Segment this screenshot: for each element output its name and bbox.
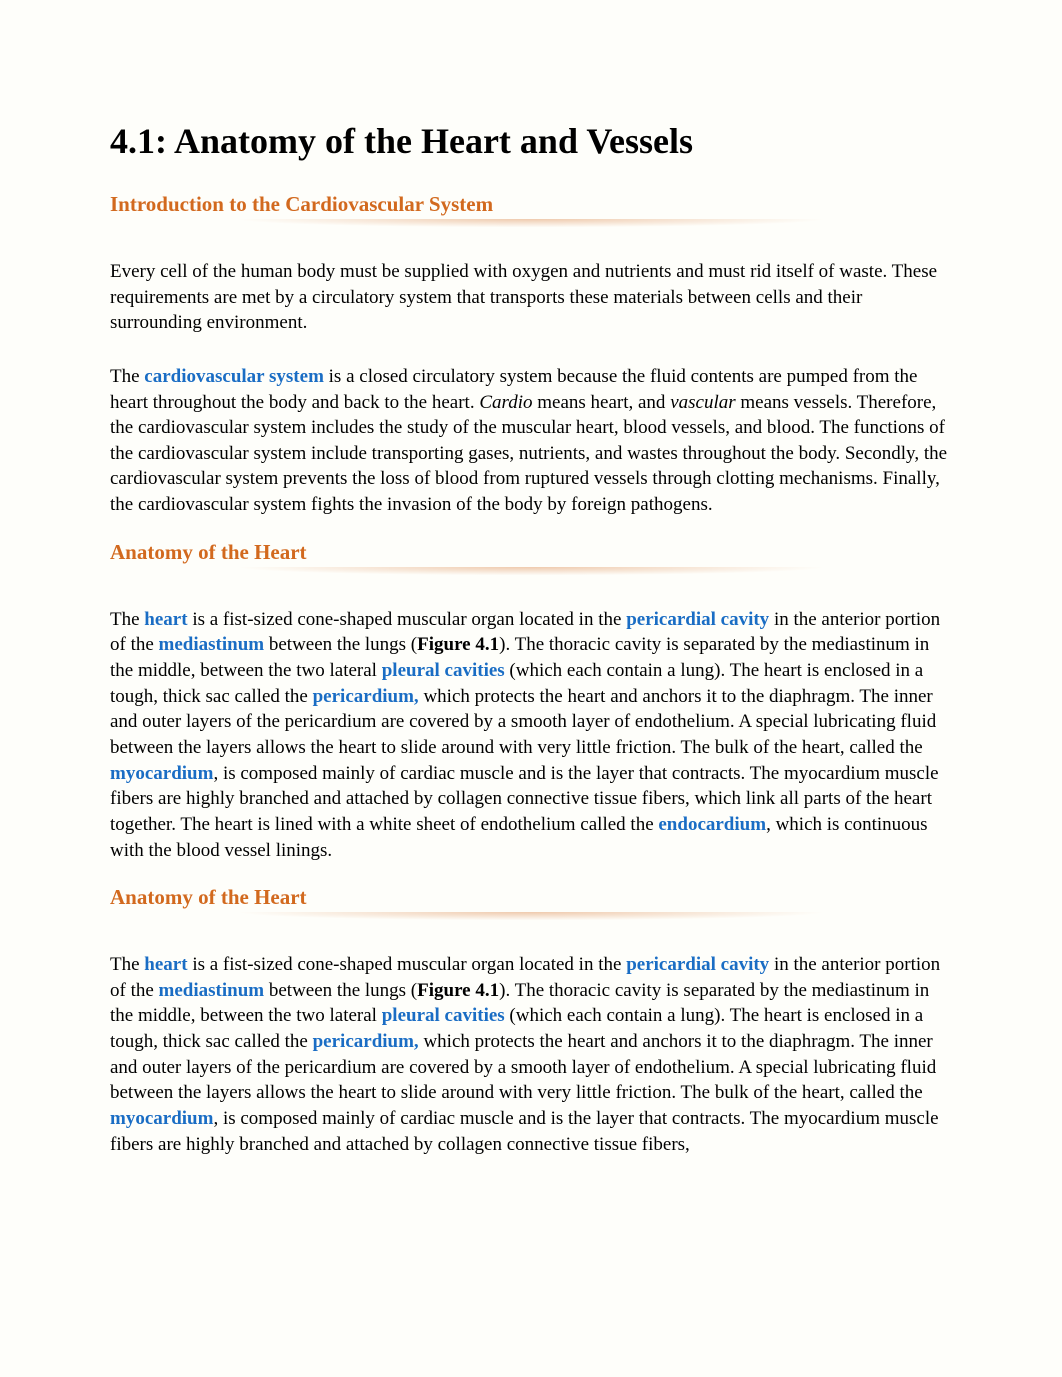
glossary-term[interactable]: cardiovascular system <box>144 366 324 387</box>
paragraph: The heart is a fist-sized cone-shaped mu… <box>110 952 952 1157</box>
text-run: between the lungs ( <box>264 634 417 655</box>
text-run: Every cell of the human body must be sup… <box>110 261 937 333</box>
glossary-term[interactable]: pericardium, <box>313 686 419 707</box>
heading-wrapper: Anatomy of the Heart <box>110 885 952 924</box>
glossary-term[interactable]: pleural cavities <box>382 660 505 681</box>
glossary-term[interactable]: mediastinum <box>159 980 265 1001</box>
text-run: The <box>110 366 144 387</box>
text-run: means heart, and <box>532 392 670 413</box>
section-heading: Introduction to the Cardiovascular Syste… <box>110 192 952 221</box>
glossary-term[interactable]: pericardial cavity <box>626 609 769 630</box>
glossary-term[interactable]: mediastinum <box>159 634 265 655</box>
text-run: between the lungs ( <box>264 980 417 1001</box>
section: Anatomy of the Heart The heart is a fist-… <box>110 540 952 863</box>
paragraph: Every cell of the human body must be sup… <box>110 259 952 336</box>
heading-wrapper: Anatomy of the Heart <box>110 540 952 579</box>
section: Anatomy of the Heart The heart is a fist-… <box>110 885 952 1157</box>
italic-text: vascular <box>670 392 735 413</box>
glossary-term[interactable]: myocardium <box>110 763 213 784</box>
text-run: The <box>110 954 144 975</box>
text-run: The <box>110 609 144 630</box>
bold-text: Figure 4.1 <box>417 634 499 655</box>
glossary-term[interactable]: heart <box>144 609 187 630</box>
section-heading: Anatomy of the Heart <box>110 885 952 914</box>
glossary-term[interactable]: myocardium <box>110 1108 213 1129</box>
glossary-term[interactable]: pericardial cavity <box>626 954 769 975</box>
page-title: 4.1: Anatomy of the Heart and Vessels <box>110 120 952 162</box>
glossary-term[interactable]: pleural cavities <box>382 1005 505 1026</box>
text-run: is a fist-sized cone-shaped muscular org… <box>188 609 627 630</box>
italic-text: Cardio <box>479 392 532 413</box>
heading-wrapper: Introduction to the Cardiovascular Syste… <box>110 192 952 231</box>
section-heading: Anatomy of the Heart <box>110 540 952 569</box>
glossary-term[interactable]: pericardium, <box>313 1031 419 1052</box>
paragraph: The cardiovascular system is a closed ci… <box>110 364 952 518</box>
paragraph: The heart is a fist-sized cone-shaped mu… <box>110 607 952 863</box>
bold-text: Figure 4.1 <box>417 980 499 1001</box>
text-run: is a fist-sized cone-shaped muscular org… <box>188 954 627 975</box>
section: Introduction to the Cardiovascular Syste… <box>110 192 952 518</box>
glossary-term[interactable]: heart <box>144 954 187 975</box>
text-run: , is composed mainly of cardiac muscle a… <box>110 1108 939 1155</box>
glossary-term[interactable]: endocardium <box>658 814 766 835</box>
sections-container: Introduction to the Cardiovascular Syste… <box>110 192 952 1157</box>
